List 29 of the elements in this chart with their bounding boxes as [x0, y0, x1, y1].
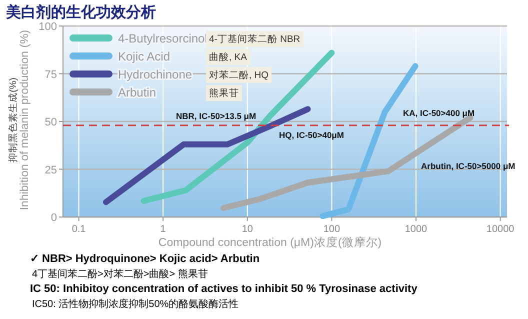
x-tick-label: 1: [160, 224, 166, 235]
x-tick-label: 10: [242, 224, 254, 235]
legend-label: Arbutin: [118, 86, 156, 100]
annotation: 熊果苷: [209, 87, 239, 99]
annotation: NBR, IC-50>13.5 μM: [176, 111, 256, 121]
annotation: 对苯二酚, HQ: [209, 69, 269, 81]
text: ✓ NBR> Hydroquinone> Kojic acid> Arbutin: [30, 253, 260, 265]
text: IC 50: Inhibitoy concentration of actives to inhibit 50 % Tyrosinase activity: [30, 283, 418, 295]
annotation: 曲酸, KA: [209, 51, 248, 63]
x-tick-label: 0.1: [72, 224, 86, 235]
y-tick-label: 0: [50, 212, 57, 224]
chart-title: 美白剂的生化功效分析: [5, 3, 156, 21]
y-tick-label: 75: [44, 68, 57, 81]
y-axis-title: 抑制黑色素生成(%) Inhibition of melanin production (%): [7, 30, 31, 210]
text: IC50: 活性物抑制浓度抑制50%的酪氨酸酶活性: [32, 298, 239, 310]
legend-label: 4-Butylresorcinol: [118, 32, 208, 46]
legend-label: Kojic Acid: [118, 50, 170, 64]
x-tick-label: 10000: [486, 224, 515, 235]
annotation: Arbutin, IC-50>5000 μM: [421, 161, 516, 171]
y-tick-label: 50: [44, 116, 57, 128]
annotation: HQ, IC-50>40μM: [279, 130, 344, 140]
x-axis-title: Compound concentration (μM)浓度(微摩尔): [158, 235, 382, 249]
x-tick-label: 1000: [404, 224, 428, 235]
y-tick-label: 100: [38, 21, 57, 33]
annotation: 4-丁基间苯二酚 NBR: [209, 33, 300, 45]
annotation: KA, IC-50>400 μM: [403, 108, 475, 118]
y-tick-label: 25: [44, 164, 57, 176]
x-tick-label: 100: [323, 224, 340, 235]
text: 4丁基间苯二酚>对苯二酚>曲酸> 熊果苷: [32, 268, 208, 280]
